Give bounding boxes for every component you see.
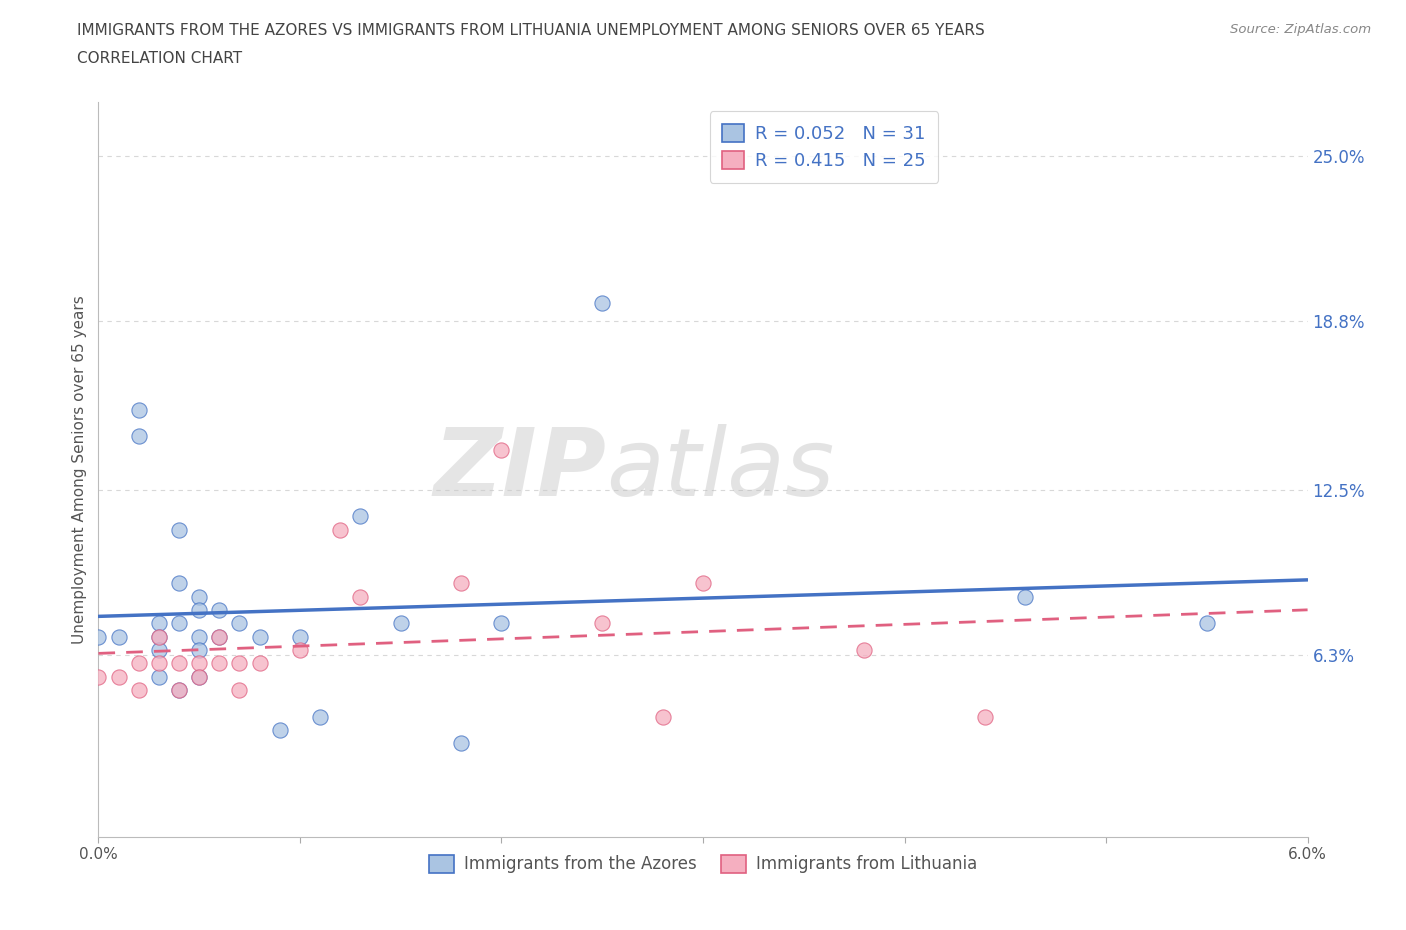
Point <box>208 603 231 618</box>
Point <box>974 710 997 724</box>
Point <box>1014 589 1036 604</box>
Text: IMMIGRANTS FROM THE AZORES VS IMMIGRANTS FROM LITHUANIA UNEMPLOYMENT AMONG SENIO: IMMIGRANTS FROM THE AZORES VS IMMIGRANTS… <box>77 23 986 38</box>
Point <box>389 616 412 631</box>
Point <box>148 630 170 644</box>
Point <box>288 630 311 644</box>
Text: ZIP: ZIP <box>433 424 606 515</box>
Point <box>188 670 211 684</box>
Point <box>591 616 613 631</box>
Point <box>107 630 129 644</box>
Text: CORRELATION CHART: CORRELATION CHART <box>77 51 242 66</box>
Legend: Immigrants from the Azores, Immigrants from Lithuania: Immigrants from the Azores, Immigrants f… <box>422 848 984 880</box>
Point <box>87 630 110 644</box>
Point <box>128 656 150 671</box>
Point <box>853 643 876 658</box>
Point <box>208 656 231 671</box>
Point <box>491 442 513 457</box>
Point <box>450 576 472 591</box>
Point <box>249 630 271 644</box>
Point <box>329 523 352 538</box>
Point <box>269 723 291 737</box>
Point <box>188 656 211 671</box>
Point <box>148 616 170 631</box>
Text: atlas: atlas <box>606 424 835 515</box>
Point <box>188 630 211 644</box>
Point <box>208 630 231 644</box>
Point <box>128 429 150 444</box>
Point <box>167 576 190 591</box>
Point <box>148 630 170 644</box>
Point <box>148 643 170 658</box>
Point <box>228 683 250 698</box>
Point <box>167 683 190 698</box>
Text: Source: ZipAtlas.com: Source: ZipAtlas.com <box>1230 23 1371 36</box>
Point <box>188 643 211 658</box>
Point <box>651 710 673 724</box>
Point <box>167 616 190 631</box>
Point <box>87 670 110 684</box>
Point <box>1195 616 1218 631</box>
Point <box>228 656 250 671</box>
Point <box>148 670 170 684</box>
Point <box>349 589 371 604</box>
Point <box>450 736 472 751</box>
Point <box>128 683 150 698</box>
Point <box>188 603 211 618</box>
Y-axis label: Unemployment Among Seniors over 65 years: Unemployment Among Seniors over 65 years <box>72 296 87 644</box>
Point <box>188 670 211 684</box>
Point <box>288 643 311 658</box>
Point <box>167 683 190 698</box>
Point <box>228 616 250 631</box>
Point <box>107 670 129 684</box>
Point <box>128 402 150 417</box>
Point <box>249 656 271 671</box>
Point <box>188 589 211 604</box>
Point <box>208 630 231 644</box>
Point <box>167 656 190 671</box>
Point <box>148 656 170 671</box>
Point <box>692 576 714 591</box>
Point <box>591 295 613 310</box>
Point <box>349 509 371 524</box>
Point <box>167 523 190 538</box>
Point <box>491 616 513 631</box>
Point <box>309 710 332 724</box>
